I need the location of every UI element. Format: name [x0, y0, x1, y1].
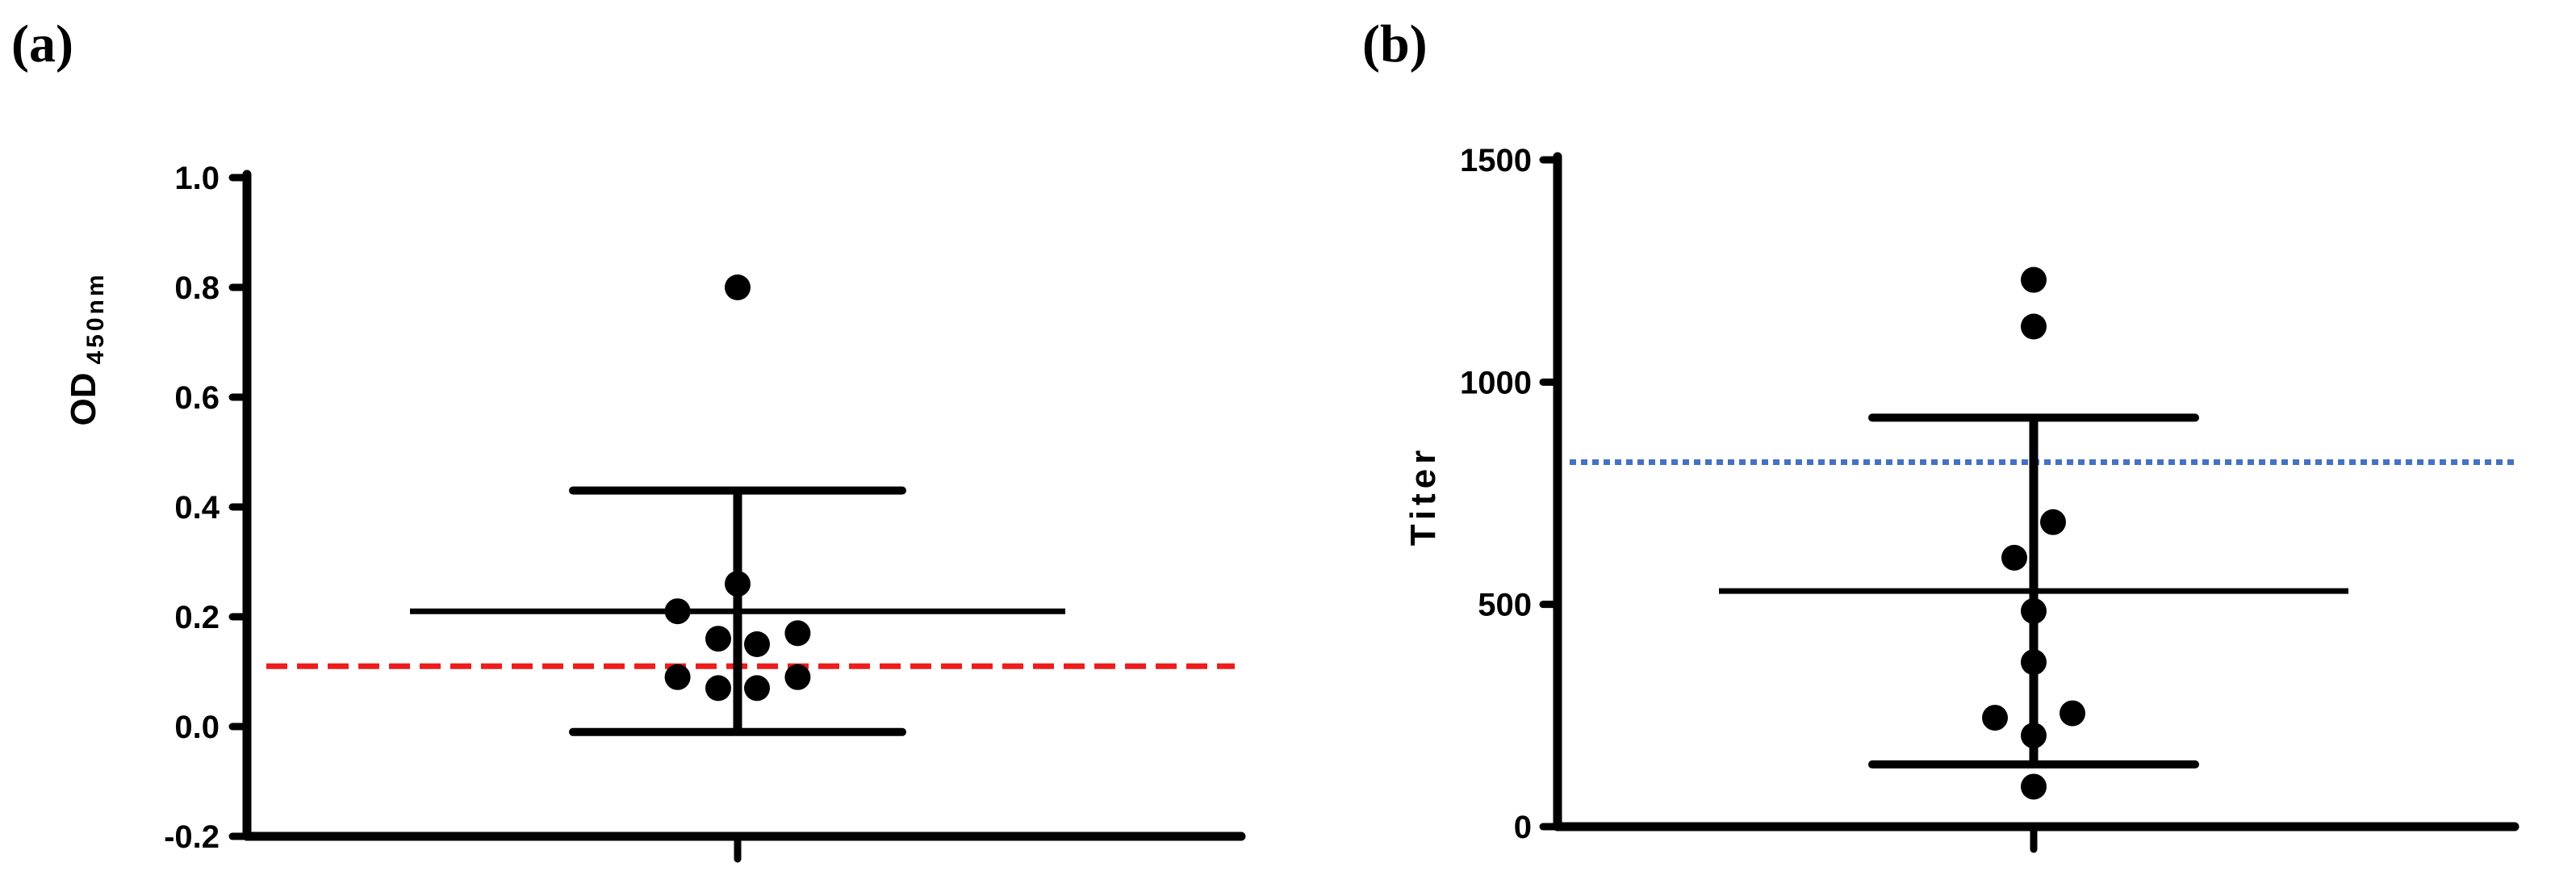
panel-a-y-tick-label: -0.2	[164, 819, 220, 855]
panel-b-y-tick-label: 500	[1478, 588, 1532, 623]
panel-a-data-point	[744, 631, 770, 657]
panel-a-data-point	[784, 620, 811, 647]
panel-a-data-point	[705, 626, 731, 652]
panel-b-data-point	[2060, 700, 2085, 727]
svg-text:OD450nm: OD 450nm	[64, 271, 109, 425]
panel-b-data-point	[2021, 313, 2047, 340]
panel-b-marks	[1553, 152, 2520, 853]
panel-b-y-ticks: 0 500 1000 1500	[1460, 143, 1562, 845]
panel-b-data-point	[2021, 266, 2047, 293]
panel-a-y-tick-label: 0.4	[174, 490, 220, 526]
panel-b-data-point	[2021, 649, 2047, 676]
panel-a-label: (a)	[11, 15, 73, 73]
panel-a-y-ticks: -0.2 0.0 0.2 0.4 0.6 0.8 1.0	[164, 161, 251, 855]
panel-b-ylabel-main: Titer	[1403, 446, 1443, 547]
panel-a-ylabel-subscript: 450nm	[82, 271, 109, 364]
panel-a-data-point	[784, 664, 811, 690]
panel-a-data-point	[664, 598, 691, 625]
panel-b-label: (b)	[1362, 15, 1428, 73]
panel-a-y-tick-label: 1.0	[174, 161, 220, 196]
panel-b-data-point	[1982, 705, 2008, 731]
panel-a-data-point	[705, 675, 731, 702]
panel-a-y-tick-label: 0.2	[174, 600, 220, 635]
panel-b-y-tick-label: 0	[1514, 810, 1532, 845]
panel-b-data-point	[2001, 544, 2027, 571]
panel-b: (b) Titer 0 500 1000 1500	[1362, 15, 2520, 853]
panel-b-data-point	[2021, 723, 2047, 749]
panel-a-data-point	[725, 571, 751, 597]
panel-a-ylabel: OD 450nm	[64, 271, 109, 425]
panel-b-ylabel: Titer	[1403, 446, 1443, 547]
panel-a-y-tick-label: 0.8	[174, 270, 220, 306]
panel-b-data-point	[2021, 773, 2047, 800]
panel-a-ylabel-main: OD	[64, 373, 103, 426]
panel-a-data-point	[744, 675, 770, 702]
panel-a-data-point	[725, 274, 751, 300]
panel-a: (a) OD 450nm -0.2 0.0 0.2 0.4 0.6 0.8 1.0	[11, 15, 1246, 863]
panel-b-data-point	[2040, 509, 2066, 535]
panel-b-y-tick-label: 1500	[1460, 143, 1532, 178]
panel-a-data-point	[664, 664, 691, 690]
panel-a-y-tick-label: 0.0	[174, 710, 220, 745]
panel-a-y-tick-label: 0.6	[174, 380, 220, 416]
panel-a-marks	[242, 170, 1246, 863]
panel-b-data-point	[2021, 597, 2047, 624]
panel-b-y-tick-label: 1000	[1460, 365, 1532, 400]
